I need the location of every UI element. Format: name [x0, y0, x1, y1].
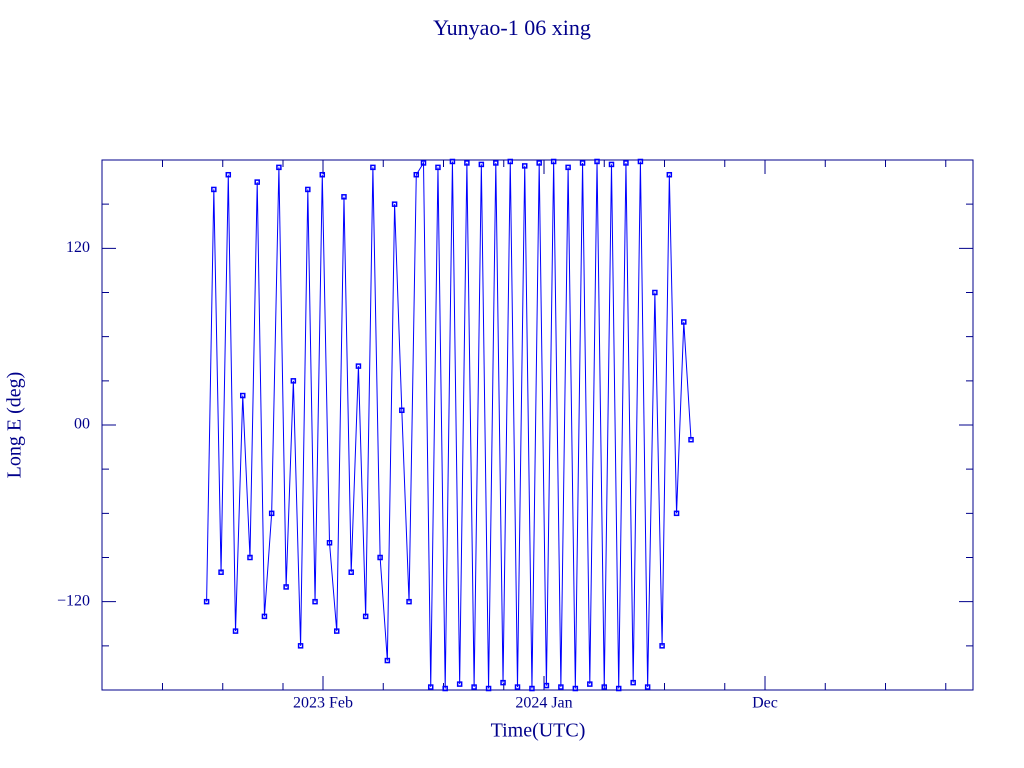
y-tick-label: 00	[74, 416, 90, 433]
data-point	[572, 685, 579, 692]
x-axis-label: Time(UTC)	[491, 720, 586, 742]
data-point	[333, 628, 340, 634]
data-point	[608, 161, 615, 168]
data-point	[326, 540, 333, 546]
data-point	[377, 554, 383, 561]
data-point	[276, 164, 282, 171]
data-point	[384, 657, 391, 664]
y-tick-label: 120	[66, 239, 90, 256]
data-point	[225, 171, 232, 178]
data-point	[471, 684, 477, 690]
data-point	[659, 643, 665, 649]
chart-title: Yunyao-1 06 xing	[433, 15, 591, 40]
data-line	[206, 161, 692, 689]
data-point	[594, 158, 600, 165]
data-point	[688, 436, 694, 443]
data-point	[521, 163, 528, 169]
data-point	[652, 289, 658, 296]
data-point	[579, 160, 586, 166]
data-point	[435, 164, 441, 171]
data-point	[666, 171, 673, 178]
data-point	[312, 598, 318, 605]
data-point	[681, 319, 687, 325]
data-point	[341, 194, 347, 200]
data-point	[232, 628, 239, 634]
data-point	[630, 679, 636, 686]
data-point	[247, 554, 253, 561]
data-point	[623, 160, 629, 166]
data-point	[478, 161, 485, 168]
data-point	[514, 684, 521, 690]
data-point	[536, 160, 542, 166]
data-point	[507, 158, 514, 165]
data-point	[456, 681, 463, 687]
data-point	[464, 160, 470, 166]
data-point	[268, 510, 275, 517]
data-point	[406, 598, 412, 605]
data-point	[399, 407, 405, 414]
data-point	[529, 685, 535, 692]
data-point	[420, 160, 427, 166]
data-point	[601, 684, 608, 690]
y-axis-label: Long E (deg)	[4, 372, 26, 479]
data-point	[261, 613, 268, 620]
x-tick-label: Dec	[752, 695, 778, 712]
data-point	[615, 685, 622, 692]
data-point	[203, 598, 210, 605]
data-point	[355, 363, 362, 369]
data-point	[493, 160, 499, 166]
data-point	[254, 179, 260, 185]
data-point	[587, 681, 593, 687]
y-tick-label: −120	[57, 592, 90, 609]
data-point	[550, 158, 557, 165]
data-point	[442, 685, 448, 692]
data-point	[500, 679, 506, 686]
data-point	[370, 164, 376, 171]
x-tick-label: 2023 Feb	[293, 695, 353, 712]
data-point	[413, 171, 420, 178]
data-point	[485, 685, 492, 692]
data-point	[565, 164, 571, 171]
data-point	[543, 682, 550, 689]
data-point	[427, 684, 434, 690]
data-point	[558, 684, 564, 690]
data-point	[348, 569, 354, 575]
data-point	[362, 613, 369, 620]
data-point	[297, 643, 304, 649]
data-point	[305, 186, 311, 193]
data-point	[319, 171, 326, 178]
data-point	[637, 158, 644, 165]
data-point	[218, 569, 224, 575]
data-point	[391, 201, 398, 207]
data-point	[290, 378, 297, 384]
data-point	[449, 158, 456, 165]
data-point	[211, 186, 217, 193]
x-tick-label: 2024 Jan	[515, 695, 572, 712]
data-point	[673, 510, 680, 517]
data-point	[283, 584, 289, 590]
data-point	[644, 684, 651, 690]
data-point	[239, 392, 246, 399]
